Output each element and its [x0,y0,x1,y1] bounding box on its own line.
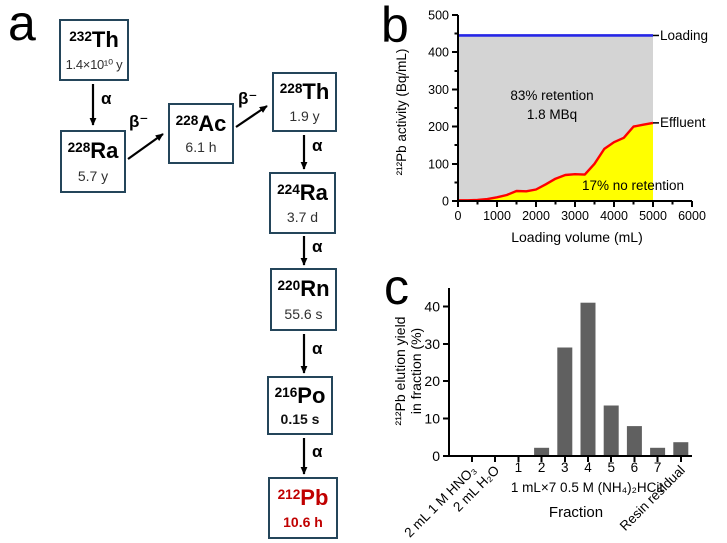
y-axis-title-line2: in fraction (%) [408,328,424,414]
nuclide-box-224Ra: 224Ra 3.7 d [269,172,336,234]
panel-label-a: a [8,0,36,51]
half-life: 1.9 y [289,107,320,124]
nuclide-box-212Pb: 212Pb 10.6 h [268,477,338,539]
y-tick-label: 40 [424,298,440,314]
y-tick-label: 200 [428,120,449,134]
panel-label-b: b [381,0,409,53]
x-group-label: 1 mL×7 0.5 M (NH₄)₂HCit [511,480,663,495]
x-category-label: 6 [631,460,639,475]
decay-arrow-beta [235,105,268,128]
x-category-label: Resin residual [617,463,688,534]
nuclide-name: 228Ac [175,110,227,136]
decay-particle-label: α [312,339,323,358]
nuclide-box-216Po: 216Po 0.15 s [267,376,333,435]
nuclide-name: 228Ra [67,138,119,164]
nuclide-name: 224Ra [277,180,328,205]
nuclide-name: 232Th [69,27,119,53]
y-tick-label: 30 [424,336,440,352]
decay-particle-label: α [312,136,323,155]
x-tick-label: 5000 [639,209,667,223]
x-category-label: 7 [654,460,662,475]
half-life: 10.6 h [283,514,323,530]
decay-arrow-beta [127,133,164,160]
nuclide-name: 220Rn [277,276,330,302]
decay-particle-label: β⁻ [238,89,258,108]
nuclide-name: 216Po [274,383,326,408]
effluent-label: Effluent [660,115,706,130]
half-life: 5.7 y [77,167,109,184]
nuclide-box-220Rn: 220Rn 55.6 s [270,268,337,331]
y-tick-label: 10 [424,411,440,427]
half-life: 6.1 h [185,139,217,156]
nuclide-name: 212Pb [277,485,329,510]
retention-area [458,35,653,201]
bar [673,442,689,456]
nuclide-box-228Ac: 228Ac 6.1 h [168,103,234,164]
bar [650,447,666,456]
x-tick-label: 4000 [600,209,628,223]
x-category-label: 5 [607,460,615,475]
half-life: 0.15 s [280,411,320,427]
half-life: 1.4×10¹⁰ y [65,56,123,72]
nuclide-box-232Th: 232Th 1.4×10¹⁰ y [59,19,129,81]
x-category-label: 2 [538,460,546,475]
x-tick-label: 3000 [561,209,589,223]
nuclide-name: 228Th [279,79,330,105]
x-tick-label: 6000 [678,209,706,223]
chart-b: 0 1000 2000 3000 4000 5000 6000 0 100 200 300 400 50… [394,9,708,246]
half-life: 55.6 s [284,305,323,322]
x-tick-label: 2000 [522,209,550,223]
panel-label-c: c [384,259,409,315]
x-axis-title: Fraction [549,504,603,521]
bar [603,405,619,456]
y-axis-title: ²¹²Pb activity (Bq/mL) [394,49,409,176]
x-category-label: 1 [515,460,523,475]
annotation-no-retention: 17% no retention [582,178,684,193]
decay-particle-label: α [312,237,323,256]
half-life: 3.7 d [286,209,319,225]
decay-particle-label: α [312,442,323,461]
y-tick-label: 500 [428,9,449,23]
decay-particle-label: α [101,89,112,108]
no-retention-area [458,122,653,201]
annotation-activity: 1.8 MBq [527,107,577,122]
loading-label: Loading [660,28,708,43]
annotation-retention: 83% retention [510,88,593,103]
y-tick-label: 100 [428,157,449,171]
nuclide-box-228Ra: 228Ra 5.7 y [60,130,126,193]
x-tick-label: 0 [455,209,462,223]
y-axis-title-line1: ²¹²Pb elution yield [392,317,408,426]
x-category-label: 3 [561,460,569,475]
y-tick-label: 300 [428,83,449,97]
y-tick-label: 400 [428,46,449,60]
bar [557,347,573,456]
bar [534,447,550,456]
y-tick-label: 0 [442,195,449,209]
x-axis-title: Loading volume (mL) [511,229,643,245]
y-tick-label: 20 [424,373,440,389]
effluent-curve [458,121,654,202]
bar [626,426,642,456]
nuclide-box-228Th: 228Th 1.9 y [272,72,337,132]
x-category-label: 4 [584,460,592,475]
x-tick-label: 1000 [483,209,511,223]
y-tick-label: 0 [432,448,440,464]
bar [580,302,596,456]
decay-particle-label: β⁻ [129,112,149,131]
